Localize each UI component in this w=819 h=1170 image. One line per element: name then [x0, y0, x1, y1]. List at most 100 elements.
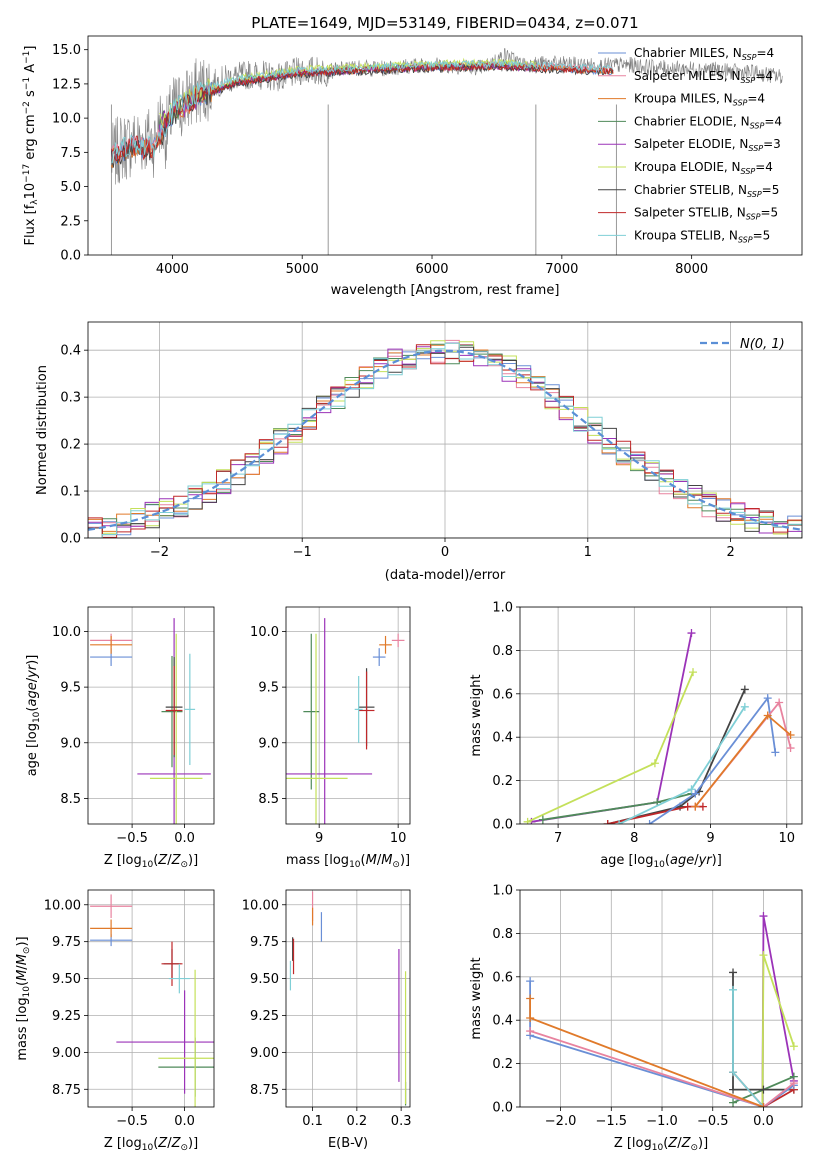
label-part: E(B-V)	[328, 1136, 368, 1151]
legend-label-tail: =3	[763, 137, 781, 151]
mass_vs_ebv-frame	[285, 889, 411, 1108]
label-part: M	[15, 954, 30, 965]
legend-label-tail: =4	[764, 114, 782, 128]
weight-marker	[526, 1014, 535, 1023]
y-tick-label: 12.5	[52, 77, 81, 92]
weight-marker	[615, 820, 624, 824]
weight-marker	[645, 820, 654, 824]
label-part: ⊙	[690, 1143, 698, 1153]
label-part: )]	[15, 936, 30, 946]
residuals-frame	[87, 321, 803, 539]
label-part: −2	[22, 101, 32, 114]
label-part: 10	[653, 860, 665, 870]
label-part: ]	[23, 46, 38, 51]
label-part: Z	[667, 1136, 678, 1151]
label-part: (	[25, 707, 40, 712]
legend-label: Salpeter STELIB, NSSP=5	[634, 206, 778, 222]
legend-label-tail: =4	[747, 92, 765, 106]
weight-marker	[789, 1079, 798, 1088]
x-tick-label: 9	[706, 831, 714, 846]
weight-marker	[698, 802, 707, 811]
label-part: Z [log	[614, 1136, 652, 1151]
legend-label-sub: SSP	[748, 144, 763, 153]
x-tick-label: 10	[778, 831, 795, 846]
label-part: A	[23, 64, 38, 77]
x-tick-label: 0.1	[302, 1114, 323, 1129]
label-part: ⊙	[180, 1143, 188, 1153]
label-part: age [log	[600, 853, 653, 868]
weight-marker	[526, 977, 535, 986]
label-part: /	[15, 965, 30, 970]
y-tick-label: 0.4	[60, 344, 81, 359]
legend-label-tail: =5	[753, 228, 771, 242]
legend-label-main: Chabrier ELODIE, N	[634, 114, 750, 128]
label-part: 10	[23, 183, 38, 200]
age_vs_mass-plot-area	[286, 607, 410, 824]
histogram-stelib_kroupa	[88, 342, 802, 538]
x-axis-label: Z [log10(Z/Z⊙)]	[104, 853, 198, 870]
label-part: age	[25, 682, 40, 706]
legend-label-main: Salpeter MILES, N	[634, 69, 741, 83]
x-tick-label: −0.5	[697, 1114, 729, 1129]
weight-marker	[759, 1103, 768, 1107]
y-tick-label: 0.1	[60, 485, 81, 500]
y-tick-label: 9.25	[250, 1009, 279, 1024]
legend-label-main: Salpeter ELODIE, N	[634, 137, 748, 151]
label-part: (	[153, 1136, 158, 1151]
label-part: Flux [f	[23, 204, 38, 245]
label-part: )]	[25, 655, 40, 665]
label-part: (	[153, 853, 158, 868]
weight-marker	[759, 912, 768, 921]
weight_vs_age-plot-area	[520, 607, 802, 824]
legend-label-main: Chabrier MILES, N	[634, 46, 742, 60]
y-tick-label: 8.75	[250, 1083, 279, 1098]
legend-label-main: Salpeter STELIB, N	[634, 206, 746, 220]
model-line	[158, 62, 536, 137]
y-tick-label: 10.00	[44, 898, 81, 913]
legend-label-sub: SSP	[741, 76, 756, 85]
legend-label-normal: N(0, 1)	[740, 337, 785, 352]
y-axis-label: Flux [fλ10−17 erg cm−2 s−1 A−1]	[22, 46, 40, 246]
label-part: )]	[188, 1136, 198, 1151]
legend-label-sub: SSP	[733, 99, 748, 108]
legend-label-tail: =4	[755, 160, 773, 174]
y-tick-label: 0.4	[492, 731, 513, 746]
legend-label-tail: =4	[756, 46, 774, 60]
label-part: /	[377, 853, 382, 868]
y-tick-label: 5.0	[60, 180, 81, 195]
weight_vs_age-frame	[519, 606, 803, 825]
x-axis-label: E(B-V)	[328, 1136, 368, 1151]
label-part: Z	[681, 1136, 692, 1151]
x-tick-label: 10	[390, 831, 407, 846]
label-part: M	[15, 970, 30, 981]
model-line	[111, 58, 614, 164]
weight_vs_Z-frame	[519, 889, 803, 1108]
y-tick-label: 9.00	[250, 1046, 279, 1061]
label-part: )]	[712, 853, 722, 868]
mass_vs_ebv-plot-area	[286, 890, 410, 1107]
weight_vs_Z-plot-area	[520, 890, 802, 1107]
x-axis-label: Z [log10(Z/Z⊙)]	[104, 1136, 198, 1153]
weight-marker	[689, 668, 698, 677]
x-tick-label: 0.2	[347, 1114, 368, 1129]
label-part: Z [log	[104, 1136, 142, 1151]
label-part: age [log	[25, 723, 40, 776]
label-part: /	[167, 1136, 172, 1151]
y-tick-label: 9.0	[258, 736, 279, 751]
x-tick-label: 7	[554, 831, 562, 846]
legend-label: Kroupa STELIB, NSSP=5	[634, 228, 770, 244]
label-part: Z	[171, 1136, 182, 1151]
weight-marker	[538, 815, 547, 824]
label-part: /	[694, 853, 699, 868]
chart-title: PLATE=1649, MJD=53149, FIBERID=0434, z=0…	[251, 14, 638, 32]
y-tick-label: 10.00	[242, 898, 279, 913]
label-part: yr	[698, 853, 714, 868]
label-part: Z	[157, 853, 168, 868]
x-tick-label: −2	[150, 545, 169, 560]
weight-marker	[729, 968, 738, 977]
y-tick-label: 0.0	[60, 532, 81, 547]
label-part: ⊙	[22, 947, 32, 955]
x-tick-label: 2	[726, 545, 734, 560]
label-part: Normed distribution	[35, 365, 50, 495]
y-tick-label: 9.0	[60, 736, 81, 751]
